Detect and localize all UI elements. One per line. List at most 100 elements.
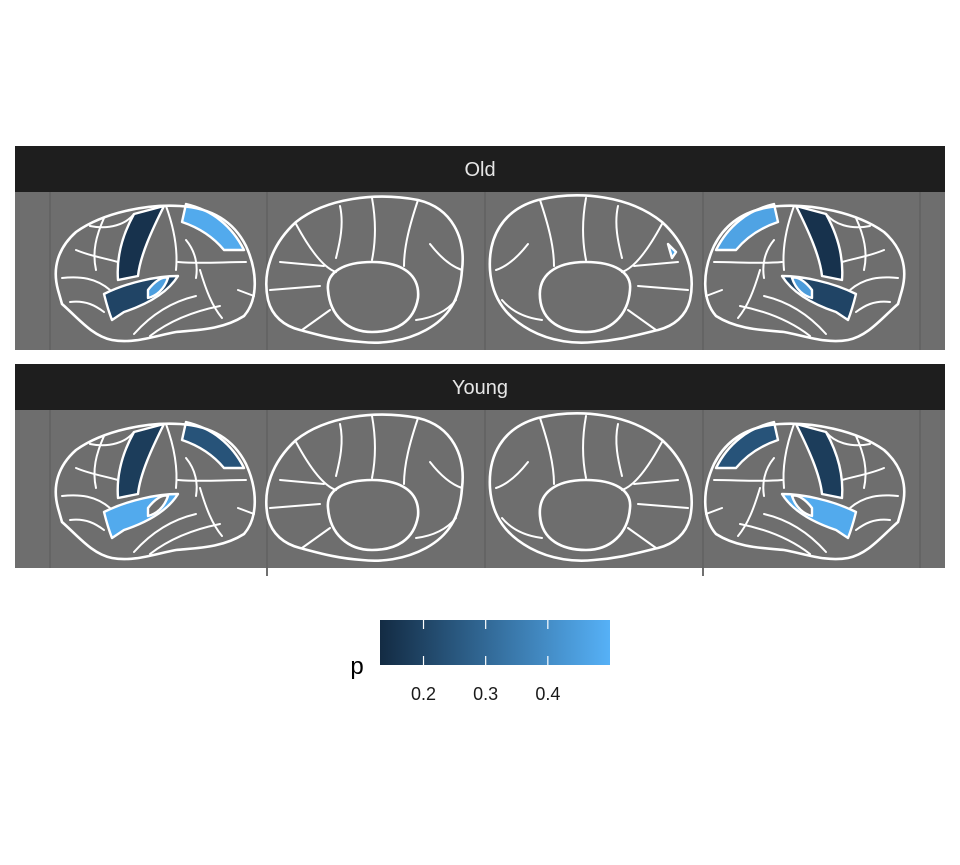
region-boundary <box>199 487 223 537</box>
region-boundary <box>621 223 663 273</box>
facet-strip-label: Young <box>452 377 508 399</box>
hemisphere-lateral-right <box>703 420 906 561</box>
medial-wall <box>538 260 632 334</box>
region-transversetemporal[interactable] <box>146 494 170 518</box>
brain-outline <box>265 195 464 344</box>
region-boundary <box>621 441 663 491</box>
colorbar <box>380 620 610 665</box>
region-boundary <box>855 435 867 489</box>
region-boundary <box>149 305 221 337</box>
region-boundary <box>627 309 657 331</box>
region-boundary <box>713 261 783 264</box>
region-boundary <box>269 285 321 291</box>
hemisphere-medial-right <box>488 194 693 344</box>
region-boundary <box>705 507 723 515</box>
region-boundary <box>737 487 761 537</box>
region-boundary <box>429 461 463 489</box>
region-boundary <box>89 431 135 447</box>
brain-outline <box>54 204 257 343</box>
colorbar-tick-label: 0.4 <box>535 684 560 704</box>
region-boundary <box>705 289 723 297</box>
region-boundary <box>855 518 891 531</box>
medial-wall <box>538 478 632 552</box>
region-boundary <box>295 223 337 273</box>
region-boundary <box>739 523 811 555</box>
region-boundary <box>93 435 105 489</box>
brain-outline <box>265 413 464 562</box>
region-boundary <box>539 199 555 267</box>
region-transversetemporal[interactable] <box>146 276 170 300</box>
region-transversetemporal[interactable] <box>790 276 814 300</box>
region-boundary <box>501 517 543 539</box>
region-boundary <box>61 276 111 291</box>
colorbar-tick-label: 0.3 <box>473 684 498 704</box>
region-boundary <box>841 249 885 263</box>
region-boundary <box>763 513 827 553</box>
brain-outline <box>488 194 693 344</box>
region-boundary <box>501 299 543 321</box>
region-precentral[interactable] <box>116 204 166 282</box>
hemisphere-lateral-right <box>703 202 906 343</box>
legend: p 0.2 0.3 0.4 <box>350 620 610 704</box>
region-boundary <box>782 205 795 271</box>
region-boundary <box>582 415 587 479</box>
region-boundary <box>149 523 221 555</box>
region-boundary <box>279 479 325 485</box>
brain-outline <box>703 204 906 343</box>
region-boundary <box>165 205 178 271</box>
region-boundary <box>279 261 325 267</box>
facet-strip-old <box>15 146 945 192</box>
hemisphere-medial-right <box>488 412 693 562</box>
region-boundary <box>371 197 376 261</box>
brain-surface <box>55 423 255 560</box>
region-boundary <box>615 205 623 259</box>
region-transversetemporal[interactable] <box>790 494 814 518</box>
region-boundary <box>429 243 463 271</box>
region-boundary <box>371 415 376 479</box>
medial-wall <box>326 260 420 334</box>
hemisphere-lateral-left <box>54 202 257 343</box>
facet-old: Old <box>15 146 945 350</box>
region-boundary <box>93 217 105 271</box>
region-boundary <box>199 269 223 319</box>
region-boundary <box>855 300 891 313</box>
region-precentral[interactable] <box>794 204 844 282</box>
region-boundary <box>237 289 255 297</box>
region-boundary <box>335 205 343 259</box>
region-boundary <box>627 527 657 549</box>
region-boundary <box>69 518 105 531</box>
region-precentral[interactable] <box>794 422 844 500</box>
brain-surface <box>705 423 905 560</box>
region-boundary <box>75 467 119 481</box>
region-boundary <box>637 503 689 509</box>
region-boundary <box>737 269 761 319</box>
brain-surface <box>266 414 463 561</box>
region-boundary <box>269 503 321 509</box>
region-boundary <box>495 243 529 271</box>
region-boundary <box>849 276 899 291</box>
medial-wall <box>326 478 420 552</box>
brain-outline <box>703 422 906 561</box>
region-boundary <box>165 423 178 489</box>
region-boundary <box>295 441 337 491</box>
region-boundary <box>495 461 529 489</box>
region-boundary <box>133 513 197 553</box>
region-boundary <box>633 479 679 485</box>
brain-surface <box>55 205 255 342</box>
region-boundary <box>403 417 419 485</box>
hemisphere-lateral-left <box>54 420 257 561</box>
region-cuneus[interactable] <box>666 242 678 260</box>
colorbar-tick-label: 0.2 <box>411 684 436 704</box>
region-boundary <box>849 494 899 509</box>
brain-outline <box>488 412 693 562</box>
region-boundary <box>633 261 679 267</box>
region-precentral[interactable] <box>116 422 166 500</box>
region-boundary <box>762 457 775 497</box>
hemisphere-medial-left <box>265 195 464 344</box>
region-boundary <box>825 213 871 229</box>
region-boundary <box>403 199 419 267</box>
brain-outline <box>54 422 257 561</box>
region-boundary <box>615 423 623 477</box>
